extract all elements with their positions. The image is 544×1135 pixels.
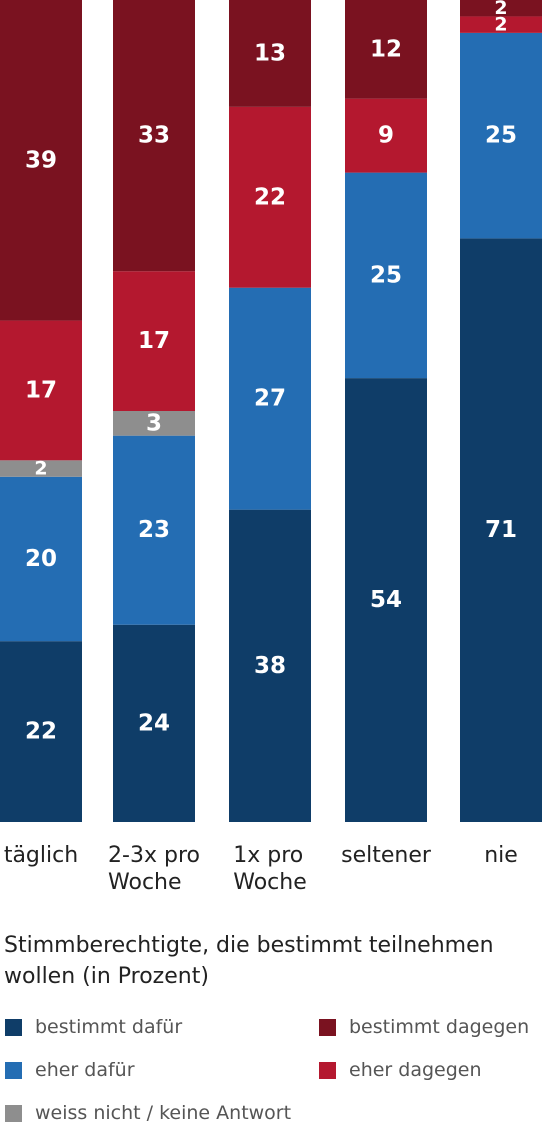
legend-swatch [319,1062,336,1079]
data-label: 2 [494,14,507,36]
bar-segment [229,106,311,288]
data-label: 22 [254,184,286,210]
data-label: 20 [25,546,57,572]
data-label: 54 [370,587,402,613]
bar-segment [113,624,195,822]
data-label: 12 [370,36,402,62]
bar-segment [229,509,311,822]
bar-segment [460,238,542,822]
legend-label: weiss nicht / keine Antwort [35,1102,292,1124]
data-label: 24 [138,710,170,736]
bar-segment [460,32,542,239]
bar-segment [113,435,195,625]
category-label: nie [484,843,518,868]
data-label: 71 [485,517,517,543]
category-label: seltener [341,843,431,868]
data-label: 25 [485,123,517,149]
legend-swatch [5,1105,22,1122]
data-label: 17 [138,328,170,354]
chart-subtitle: Stimmberechtigte, die bestimmt teilnehme… [4,933,494,989]
bar-segment [0,641,82,822]
legend-label: bestimmt dagegen [349,1016,530,1038]
legend-label: bestimmt dafür [35,1016,183,1038]
legend-swatch [5,1019,22,1036]
data-label: 3 [146,410,162,436]
bar-segment [0,476,82,642]
bar-segment [345,378,427,822]
bar-segment [460,0,542,17]
legend-swatch [5,1062,22,1079]
data-label: 22 [25,719,57,745]
bar-segment [113,0,195,272]
legend-label: eher dafür [35,1059,135,1081]
data-label: 33 [138,123,170,149]
data-label: 38 [254,653,286,679]
bar-segment [113,271,195,411]
data-label: 17 [25,377,57,403]
data-label: 9 [378,123,394,149]
data-label: 25 [370,262,402,288]
bar-segment [460,16,542,33]
data-label: 2 [494,0,507,19]
category-label: täglich [3,843,79,868]
bar-segment [345,98,427,173]
data-label: 2 [34,458,47,480]
bar-segment [0,320,82,461]
bar-segment [345,172,427,379]
bar-segment [0,0,82,321]
data-label: 39 [25,147,57,173]
category-label: 2-3x pro Woche [108,843,200,895]
bar-segment [229,287,311,510]
category-label: 1x pro Woche [233,843,307,895]
bar-segment [0,460,82,477]
bar-segment [229,0,311,107]
bar-segment [113,411,195,436]
data-label: 27 [254,386,286,412]
bar-segment [345,0,427,99]
legend-swatch [319,1019,336,1036]
data-label: 23 [138,517,170,543]
data-label: 13 [254,40,286,66]
legend-label: eher dagegen [349,1059,482,1081]
